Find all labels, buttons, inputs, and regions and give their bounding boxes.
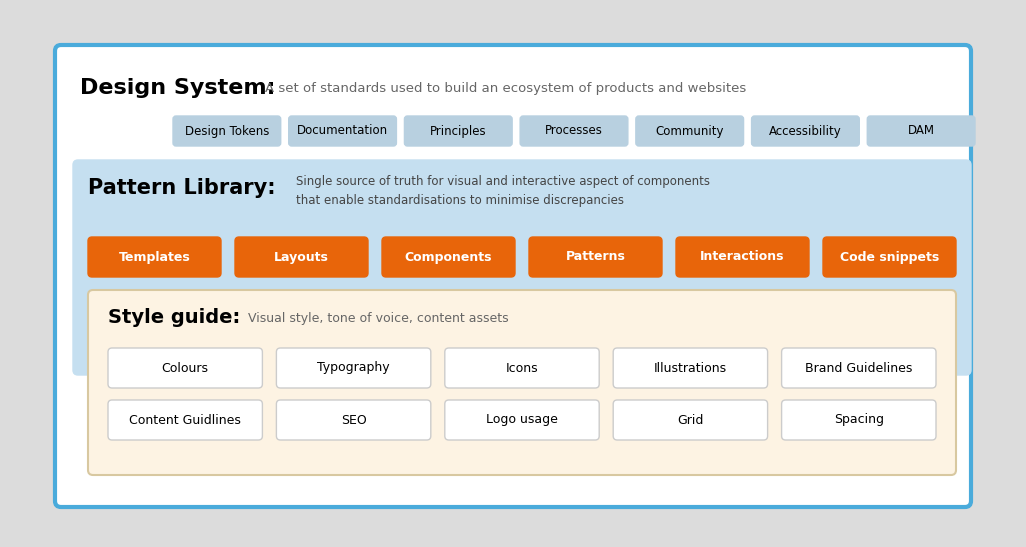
FancyBboxPatch shape [382,237,515,277]
Text: Style guide:: Style guide: [108,308,240,327]
FancyBboxPatch shape [276,400,431,440]
FancyBboxPatch shape [88,290,956,475]
Text: A set of standards used to build an ecosystem of products and websites: A set of standards used to build an ecos… [265,82,746,95]
FancyBboxPatch shape [445,400,599,440]
FancyBboxPatch shape [88,237,221,277]
Text: Documentation: Documentation [297,125,388,137]
FancyBboxPatch shape [636,116,744,146]
Text: Grid: Grid [677,414,704,427]
FancyBboxPatch shape [108,400,263,440]
Text: Components: Components [404,251,492,264]
FancyBboxPatch shape [235,237,368,277]
FancyBboxPatch shape [782,400,936,440]
Text: Patterns: Patterns [565,251,626,264]
FancyBboxPatch shape [288,116,396,146]
Text: Interactions: Interactions [701,251,785,264]
Text: Principles: Principles [430,125,486,137]
Text: Pattern Library:: Pattern Library: [88,178,276,198]
Text: Illustrations: Illustrations [654,362,727,375]
FancyBboxPatch shape [867,116,975,146]
Text: Accessibility: Accessibility [770,125,841,137]
FancyBboxPatch shape [782,348,936,388]
Text: Single source of truth for visual and interactive aspect of components
that enab: Single source of truth for visual and in… [295,175,710,207]
FancyBboxPatch shape [823,237,956,277]
Text: Visual style, tone of voice, content assets: Visual style, tone of voice, content ass… [248,312,509,325]
FancyBboxPatch shape [445,348,599,388]
FancyBboxPatch shape [529,237,662,277]
FancyBboxPatch shape [173,116,281,146]
Text: Icons: Icons [506,362,539,375]
FancyBboxPatch shape [276,348,431,388]
FancyBboxPatch shape [55,45,971,507]
Text: Logo usage: Logo usage [486,414,558,427]
Text: Community: Community [656,125,724,137]
Text: Brand Guidelines: Brand Guidelines [805,362,912,375]
FancyBboxPatch shape [676,237,808,277]
Text: Content Guidlines: Content Guidlines [129,414,241,427]
Text: Spacing: Spacing [834,414,883,427]
FancyBboxPatch shape [752,116,860,146]
Text: Design Tokens: Design Tokens [185,125,269,137]
Text: Colours: Colours [162,362,208,375]
FancyBboxPatch shape [404,116,512,146]
Text: Processes: Processes [545,125,603,137]
Text: Layouts: Layouts [274,251,329,264]
Text: Templates: Templates [119,251,191,264]
Text: Design System:: Design System: [80,78,276,98]
FancyBboxPatch shape [614,400,767,440]
Text: DAM: DAM [908,125,935,137]
FancyBboxPatch shape [520,116,628,146]
Text: Typography: Typography [317,362,390,375]
Text: SEO: SEO [341,414,366,427]
FancyBboxPatch shape [108,348,263,388]
FancyBboxPatch shape [614,348,767,388]
FancyBboxPatch shape [73,160,971,375]
Text: Code snippets: Code snippets [840,251,939,264]
